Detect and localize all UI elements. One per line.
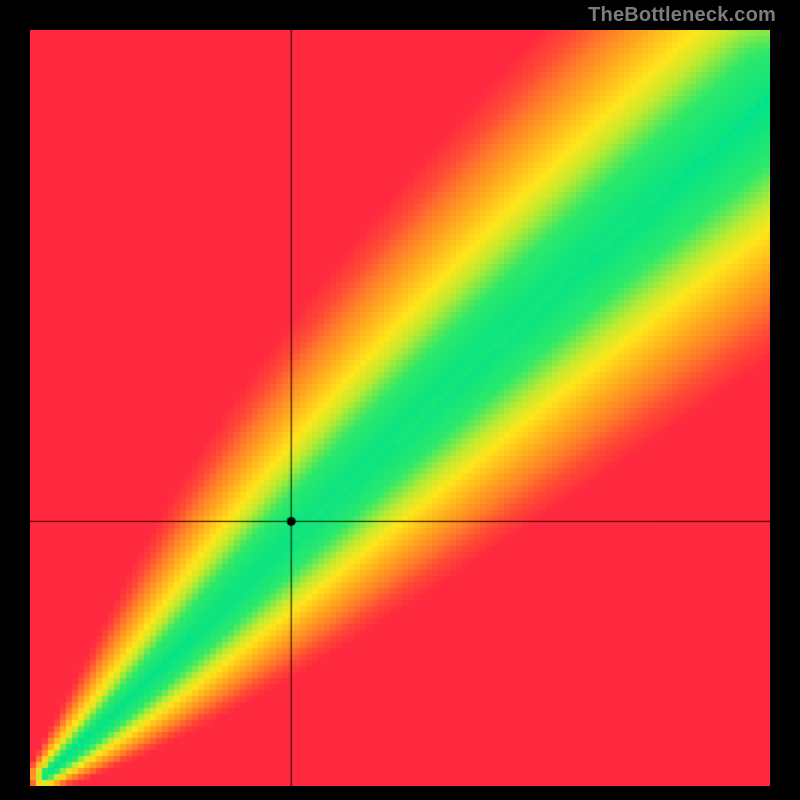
attribution-text: TheBottleneck.com <box>588 4 776 27</box>
bottleneck-heatmap <box>30 30 770 786</box>
